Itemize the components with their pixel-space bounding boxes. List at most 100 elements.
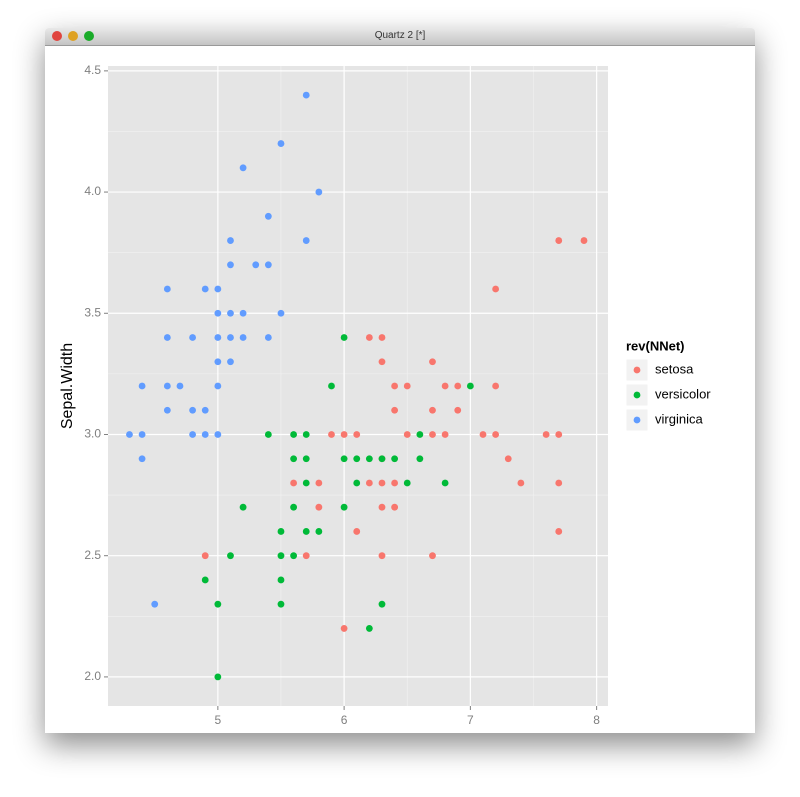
point: [365, 479, 373, 487]
point: [378, 455, 386, 463]
point: [441, 479, 449, 487]
point: [201, 406, 209, 414]
point: [492, 382, 500, 390]
y-tick-label: 3.5: [84, 305, 101, 319]
point: [302, 431, 310, 438]
point: [479, 431, 487, 438]
point: [277, 600, 285, 608]
point: [353, 479, 361, 487]
point: [492, 431, 500, 438]
point: [126, 431, 133, 438]
point: [277, 576, 285, 584]
point: [340, 334, 348, 341]
point: [189, 431, 196, 438]
point: [277, 309, 285, 317]
x-tick-label: 5: [215, 713, 222, 727]
point: [264, 334, 272, 341]
point: [163, 334, 171, 341]
point: [429, 406, 436, 414]
point: [441, 431, 449, 438]
point: [227, 237, 234, 244]
title-bar: Quartz 2 [*]: [45, 28, 755, 46]
y-tick-label: 4.0: [84, 184, 101, 198]
point: [555, 479, 563, 487]
legend-marker: [633, 391, 641, 399]
point: [277, 140, 285, 147]
point: [227, 309, 234, 317]
point: [290, 455, 298, 463]
point: [277, 528, 285, 535]
point: [454, 382, 462, 390]
point: [201, 576, 209, 584]
point: [542, 431, 550, 438]
point: [138, 431, 146, 438]
point: [227, 334, 234, 341]
zoom-button[interactable]: [84, 31, 94, 41]
point: [290, 503, 298, 511]
point: [239, 309, 247, 317]
point: [264, 431, 272, 438]
point: [163, 406, 171, 414]
point: [429, 431, 436, 438]
point: [252, 261, 260, 269]
point: [378, 479, 386, 487]
point: [353, 528, 361, 535]
y-tick-label: 2.5: [84, 548, 101, 562]
point: [214, 673, 222, 681]
point: [214, 431, 222, 438]
y-axis-title: Sepal.Width: [59, 343, 76, 429]
point: [391, 406, 399, 414]
point: [353, 455, 361, 463]
point: [290, 552, 298, 560]
legend-label: virginica: [655, 411, 703, 426]
close-button[interactable]: [52, 31, 62, 41]
point: [214, 285, 222, 293]
minimize-button[interactable]: [68, 31, 78, 41]
point: [429, 358, 436, 366]
point: [138, 382, 146, 390]
point: [290, 479, 298, 487]
point: [492, 285, 500, 293]
point: [302, 91, 310, 99]
point: [504, 455, 512, 463]
point: [340, 431, 348, 438]
point: [239, 164, 247, 172]
point: [403, 479, 411, 487]
point: [163, 285, 171, 293]
point: [302, 552, 310, 560]
point: [365, 334, 373, 341]
point: [353, 431, 361, 438]
point: [391, 382, 399, 390]
point: [290, 431, 298, 438]
point: [214, 309, 222, 317]
point: [441, 382, 449, 390]
point: [391, 479, 399, 487]
legend-title: rev(NNet): [626, 338, 685, 353]
point: [227, 358, 234, 366]
point: [201, 431, 209, 438]
point: [365, 455, 373, 463]
point: [391, 455, 399, 463]
point: [302, 455, 310, 463]
point: [315, 479, 323, 487]
point: [555, 528, 563, 535]
x-tick-label: 8: [593, 713, 600, 727]
point: [328, 431, 335, 438]
point: [517, 479, 525, 487]
point: [264, 212, 272, 220]
point: [378, 600, 386, 608]
point: [277, 552, 285, 560]
x-axis-title: Sepal.Length: [311, 732, 405, 733]
point: [555, 237, 563, 244]
point: [378, 358, 386, 366]
point: [163, 382, 171, 390]
point: [365, 625, 373, 632]
point: [378, 503, 386, 511]
point: [189, 406, 196, 414]
point: [416, 455, 424, 463]
point: [315, 528, 323, 535]
point: [429, 552, 436, 560]
point: [214, 334, 222, 341]
window: Quartz 2 [*] 2.0 2.5 3.0 3.5 4.0 4.5 5 6 7 8 Sepal…: [45, 28, 755, 733]
point: [176, 382, 184, 390]
